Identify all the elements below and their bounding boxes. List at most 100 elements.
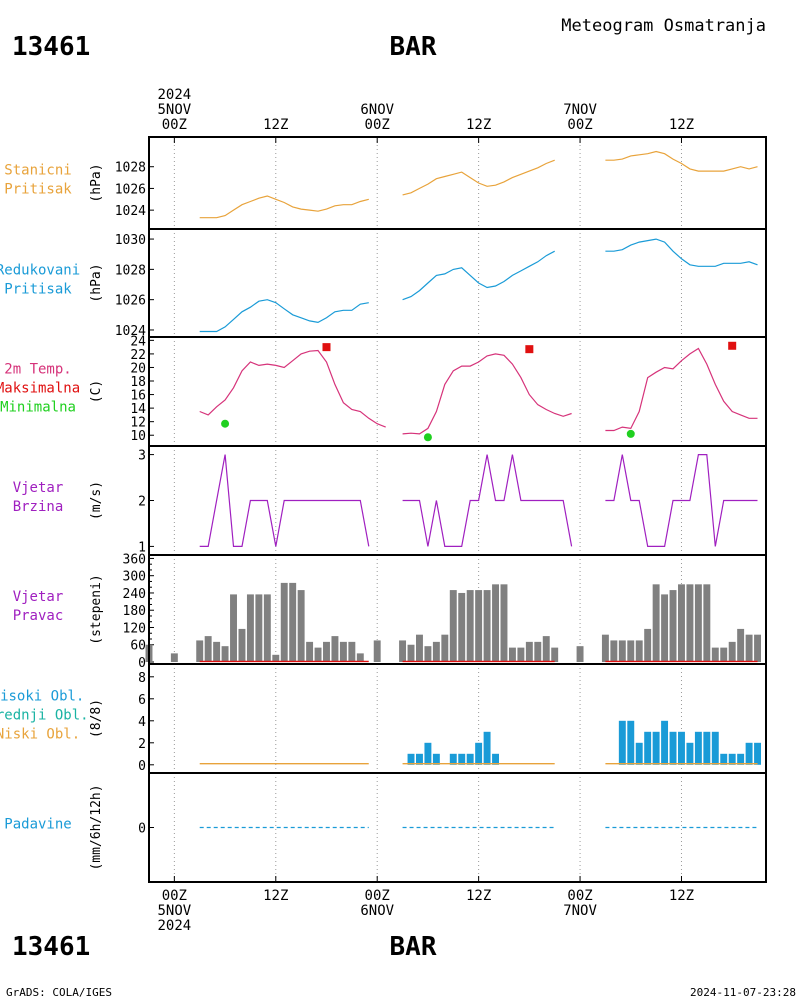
x-tick-label-bottom: 00Z [365, 888, 390, 904]
wind-speed-line [605, 454, 758, 547]
station-name-top: BAR [390, 32, 437, 62]
wind-speed-line [199, 454, 370, 547]
x-tick-label-top: 7NOV [563, 102, 597, 118]
y-tick-label: 6 [138, 693, 146, 708]
y-tick-label: 18 [130, 375, 146, 390]
clouds-bar [711, 731, 719, 765]
station-pressure-line [402, 159, 555, 196]
wind-direction-bar [196, 640, 204, 662]
x-tick-label-bottom: 6NOV [360, 903, 394, 919]
clouds-bar [407, 753, 415, 765]
y-tick-label: 2 [138, 495, 146, 510]
y-axis-label: (8/8) [89, 699, 104, 738]
x-tick-label-top: 00Z [365, 117, 390, 133]
x-tick-label-bottom: 12Z [466, 888, 491, 904]
wind-direction-bar [416, 634, 423, 662]
panel-label: Vjetar [13, 480, 64, 496]
clouds-bar [432, 753, 440, 765]
x-tick-label-top: 5NOV [157, 102, 191, 118]
x-tick-label-bottom: 00Z [567, 888, 592, 904]
station-pressure-line [605, 150, 758, 172]
clouds-bar [737, 753, 745, 765]
clouds-bar [458, 753, 466, 765]
clouds-bar [728, 753, 736, 765]
panel-label: Minimalna [0, 400, 76, 416]
wind-direction-bar [255, 594, 263, 662]
wind-direction-bar [449, 590, 457, 662]
wind-direction-bar [204, 636, 212, 662]
clouds-bar [424, 742, 432, 765]
y-tick-label: 8 [138, 671, 146, 686]
clouds-bar [635, 742, 643, 765]
y-tick-label: 22 [130, 348, 146, 363]
wind-direction-bar [238, 628, 246, 662]
y-axis-label: (mm/6h/12h) [89, 784, 104, 870]
wind-direction-bar [618, 640, 626, 662]
wind-direction-bar [230, 594, 237, 662]
wind-direction-bar [635, 640, 643, 662]
wind-direction-bar [703, 584, 711, 662]
credit-text: GrADS: COLA/IGES [6, 986, 112, 999]
wind-direction-bar [525, 641, 533, 662]
y-tick-label: 1026 [115, 182, 146, 197]
wind-direction-bar [483, 590, 491, 662]
y-tick-label: 12 [130, 416, 146, 431]
wind-direction-bar [323, 641, 330, 662]
wind-direction-bar [678, 584, 685, 662]
station-name-bottom: BAR [390, 932, 437, 962]
y-tick-label: 1024 [115, 324, 146, 339]
x-tick-label-top: 12Z [263, 117, 288, 133]
reduced-pressure-line [402, 250, 555, 301]
wind-direction-bar [280, 582, 288, 662]
wind-direction-bar [475, 590, 483, 662]
temperature-min-marker [423, 433, 432, 442]
clouds-bar [703, 731, 711, 765]
y-axis-label: (C) [89, 380, 104, 403]
y-axis-label: (hPa) [89, 263, 104, 302]
clouds-bar [652, 731, 660, 765]
clouds-bar [686, 742, 694, 765]
wind-direction-bar [399, 640, 407, 662]
y-tick-label: 1 [138, 540, 146, 555]
panel-label: Vjetar [13, 589, 64, 605]
y-tick-label: 20 [130, 361, 146, 376]
y-tick-label: 2 [138, 737, 146, 752]
clouds-bar [661, 720, 669, 765]
panel-frame [148, 772, 767, 883]
y-tick-label: 1026 [115, 294, 146, 309]
panel-label: Pritisak [4, 282, 72, 298]
y-tick-label: 360 [123, 552, 146, 567]
panel-label: 2m Temp. [4, 362, 71, 378]
wind-direction-bar [745, 634, 753, 662]
clouds-bar [416, 753, 423, 765]
y-tick-label: 300 [123, 570, 146, 585]
wind-direction-bar [576, 646, 584, 662]
station-id-bottom: 13461 [12, 932, 90, 962]
temperature-line [605, 347, 758, 432]
y-tick-label: 1028 [115, 263, 146, 278]
wind-direction-bar [432, 641, 440, 662]
y-tick-label: 120 [123, 621, 146, 636]
wind-direction-bar [517, 647, 525, 662]
clouds-bar [618, 720, 626, 765]
wind-direction-bar [441, 634, 449, 662]
wind-direction-bar [492, 584, 499, 662]
wind-direction-bar [754, 634, 762, 662]
y-tick-label: 0 [138, 759, 146, 774]
wind-direction-bar [601, 634, 609, 662]
station-id-top: 13461 [12, 32, 90, 62]
panel-label: Maksimalna [0, 381, 80, 397]
wind-direction-bar [407, 644, 415, 662]
clouds-bar [644, 731, 652, 765]
x-tick-label-top: 00Z [567, 117, 592, 133]
x-tick-label-top: 00Z [162, 117, 187, 133]
clouds-bar [492, 753, 499, 765]
y-axis-label: (stepeni) [89, 574, 104, 644]
wind-direction-bar [711, 647, 719, 662]
panel-label: Pravac [13, 608, 64, 624]
y-tick-label: 3 [138, 449, 146, 464]
reduced-pressure-line [199, 299, 369, 333]
wind-direction-bar [289, 582, 297, 662]
y-tick-label: 240 [123, 587, 146, 602]
